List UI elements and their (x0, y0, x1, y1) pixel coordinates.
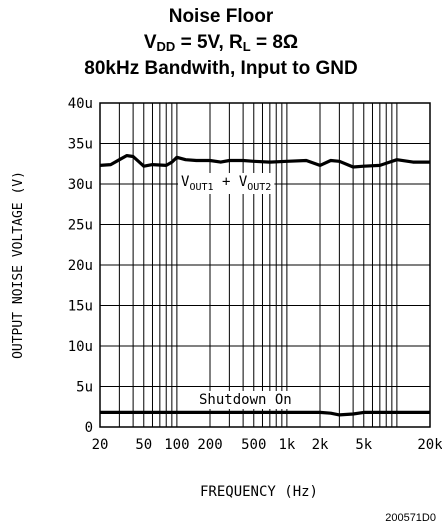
y-tick-label: 40u (68, 96, 93, 112)
grid (100, 103, 430, 427)
series-label-out1: OUT1 (189, 182, 213, 193)
title-vdd-symbol: V (143, 32, 157, 53)
x-tick-label: 5k (355, 437, 372, 453)
title-rl-value: = 8Ω (250, 32, 299, 53)
title-line-3: 80kHz Bandwith, Input to GND (84, 58, 358, 79)
series-label-shutdown: Shutdown On (199, 392, 292, 408)
x-tick-label: 2k (312, 437, 329, 453)
x-tick-label: 50 (135, 437, 152, 453)
title-vdd-subscript: DD (156, 39, 176, 54)
y-tick-label: 30u (68, 177, 93, 193)
x-tick-label: 200 (197, 437, 222, 453)
x-tick-label: 20k (417, 437, 442, 453)
series-layer (99, 154, 430, 417)
title-rl-subscript: L (242, 39, 251, 54)
series-label-v1: V (181, 174, 190, 190)
series-label-plus: + V (214, 174, 248, 190)
chart-title: Noise Floor VDD = 5V, RL = 8Ω 80kHz Band… (0, 4, 442, 82)
series-label-out2: OUT2 (247, 182, 271, 193)
y-tick-label: 35u (68, 137, 93, 153)
series-label-background-1 (178, 173, 275, 194)
y-tick-label: 10u (68, 339, 93, 355)
y-tick-label: 15u (68, 299, 93, 315)
y-tick-label: 20u (68, 258, 93, 274)
y-tick-label: 25u (68, 218, 93, 234)
y-tick-label: 0 (85, 420, 93, 436)
series-line-2 (100, 410, 430, 417)
tick-labels: 0 5u 10u 15u 20u 25u 30u 35u 40u 20 50 100 200 500 1k 2… (68, 96, 442, 453)
x-tick-label: 100 (164, 437, 189, 453)
x-tick-label: 500 (241, 437, 266, 453)
series-line-1 (99, 154, 430, 169)
series-label-vout: VOUT1 + VOUT2 (181, 174, 271, 193)
plot-frame (99, 102, 431, 428)
title-line-1: Noise Floor (168, 6, 274, 27)
x-tick-label: 1k (278, 437, 295, 453)
series-label-background-2 (196, 391, 295, 409)
figure-id: 200571D0 (385, 512, 436, 524)
y-tick-label: 5u (76, 380, 93, 396)
x-tick-label: 20 (92, 437, 109, 453)
x-axis-label: FREQUENCY (Hz) (200, 484, 318, 500)
title-vdd-value: = 5V, R (175, 32, 243, 53)
title-line-2: VDD = 5V, RL = 8Ω (0, 30, 442, 56)
y-axis-label: OUTPUT NOISE VOLTAGE (V) (11, 171, 26, 359)
